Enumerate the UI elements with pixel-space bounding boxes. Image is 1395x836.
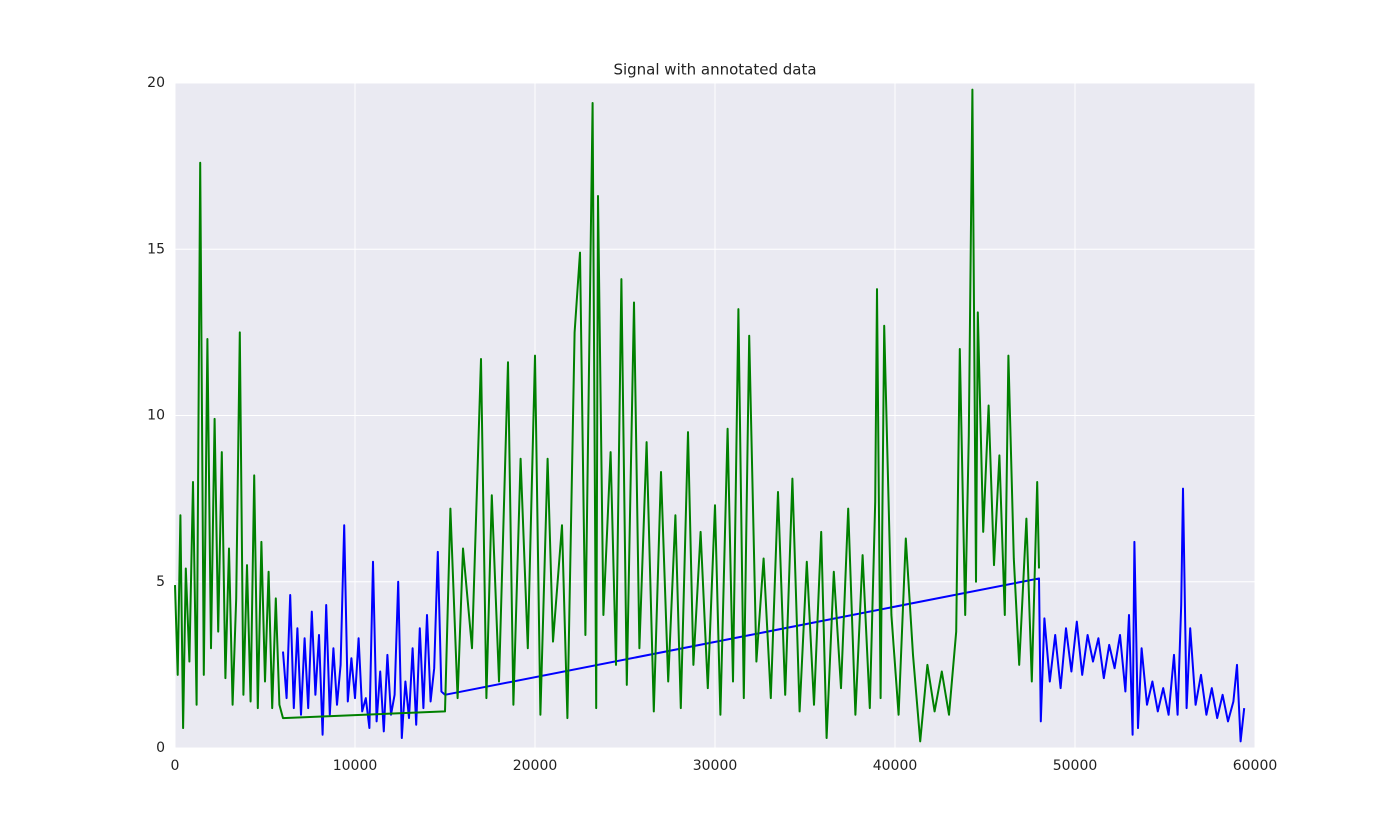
x-tick-label: 40000 xyxy=(873,758,918,774)
lines xyxy=(174,88,1246,743)
y-tick-label: 5 xyxy=(156,574,165,590)
x-tick-label: 10000 xyxy=(333,758,378,774)
x-tick-label: 20000 xyxy=(513,758,558,774)
x-tick-label: 30000 xyxy=(693,758,738,774)
chart-title: Signal with annotated data xyxy=(613,61,816,79)
y-tick-label: 15 xyxy=(147,241,165,257)
y-tick-label: 0 xyxy=(156,740,165,756)
x-tick-label: 60000 xyxy=(1233,758,1278,774)
signal-line xyxy=(174,88,1040,743)
y-tick-label: 10 xyxy=(147,408,165,424)
x-tick-label: 50000 xyxy=(1053,758,1098,774)
y-tick-label: 20 xyxy=(147,75,165,91)
x-tick-label: 0 xyxy=(171,758,180,774)
